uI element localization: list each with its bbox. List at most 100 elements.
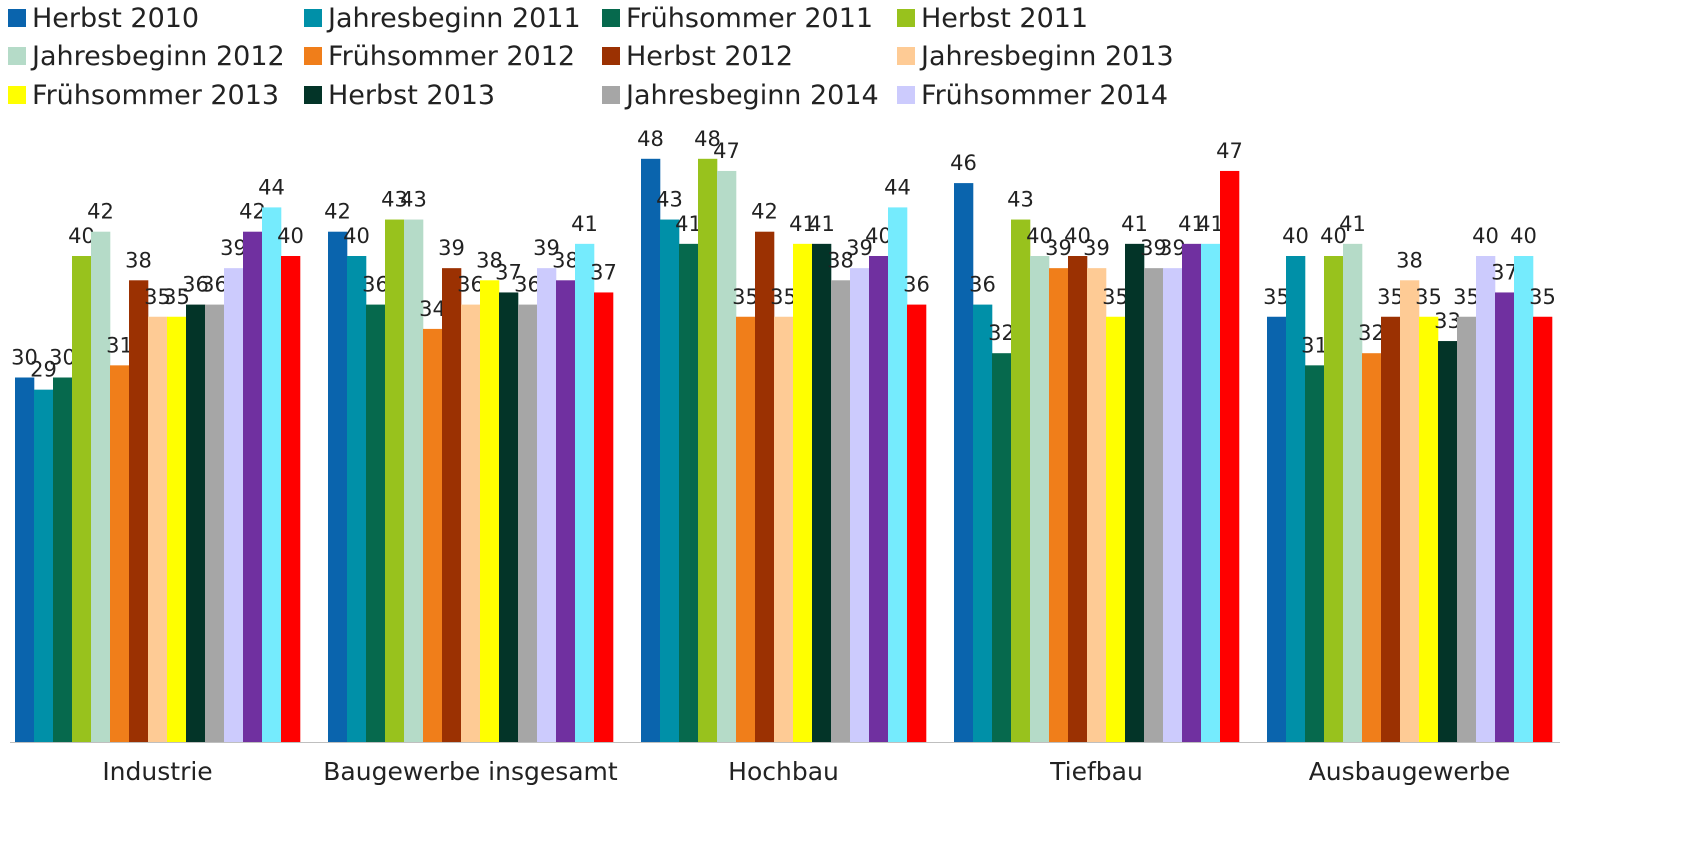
bar <box>774 316 794 742</box>
legend-swatch <box>8 9 26 27</box>
data-label: 36 <box>457 273 484 297</box>
data-label: 39 <box>1159 236 1186 260</box>
data-label: 30 <box>49 346 76 370</box>
data-label: 35 <box>163 285 190 309</box>
bar <box>1457 316 1477 742</box>
bar <box>1087 268 1107 742</box>
bar <box>1419 316 1439 742</box>
data-label: 42 <box>324 200 351 224</box>
bar <box>1305 365 1325 742</box>
data-label: 37 <box>1491 260 1518 284</box>
plot-area: 302930404231383535363639424440Industrie4… <box>11 127 1556 786</box>
data-label: 35 <box>1102 285 1129 309</box>
bar <box>404 219 424 743</box>
bar <box>1144 268 1164 742</box>
category-label: Baugewerbe insgesamt <box>323 757 618 786</box>
bar <box>224 268 244 742</box>
bar <box>148 316 168 742</box>
data-label: 40 <box>865 224 892 248</box>
bar <box>186 304 206 742</box>
bar <box>385 219 405 743</box>
data-label: 39 <box>1140 236 1167 260</box>
bar <box>698 158 718 743</box>
legend-item: Frühsommer 2011 <box>602 3 873 34</box>
data-label: 41 <box>1178 212 1205 236</box>
bar <box>1438 341 1458 742</box>
bar <box>1163 268 1183 742</box>
data-label: 40 <box>1320 224 1347 248</box>
bar <box>1030 256 1050 742</box>
data-label: 37 <box>495 260 522 284</box>
bar <box>262 207 282 742</box>
data-label: 42 <box>87 200 114 224</box>
bar <box>34 389 54 742</box>
data-label: 35 <box>1377 285 1404 309</box>
legend-swatch <box>602 47 620 65</box>
bar <box>755 231 775 742</box>
data-label: 38 <box>476 248 503 272</box>
bar <box>1400 280 1420 742</box>
bar <box>1476 256 1496 742</box>
bar <box>480 280 500 742</box>
data-label: 39 <box>846 236 873 260</box>
legend: Herbst 2010 Jahresbeginn 2011 Frühsommer 2… <box>8 3 1174 111</box>
data-label: 35 <box>1529 285 1556 309</box>
bar <box>1514 256 1534 742</box>
bar <box>110 365 130 742</box>
bar <box>907 304 927 742</box>
bar <box>717 170 737 742</box>
bar <box>1011 219 1031 743</box>
data-label: 47 <box>713 139 740 163</box>
data-label: 39 <box>533 236 560 260</box>
data-label: 40 <box>1282 224 1309 248</box>
data-label: 35 <box>1415 285 1442 309</box>
bar <box>1267 316 1287 742</box>
data-label: 36 <box>201 273 228 297</box>
bar <box>537 268 557 742</box>
data-label: 43 <box>381 188 408 212</box>
bar <box>423 328 443 742</box>
data-label: 35 <box>144 285 171 309</box>
data-label: 36 <box>969 273 996 297</box>
legend-item: Herbst 2010 <box>8 3 199 34</box>
bar <box>243 231 263 742</box>
legend-label: Frühsommer 2013 <box>32 80 279 111</box>
bar <box>442 268 462 742</box>
bar <box>1049 268 1069 742</box>
data-label: 36 <box>362 273 389 297</box>
data-label: 35 <box>770 285 797 309</box>
data-label: 39 <box>438 236 465 260</box>
data-label: 40 <box>1026 224 1053 248</box>
legend-swatch <box>897 9 915 27</box>
legend-swatch <box>8 86 26 104</box>
legend-item: Frühsommer 2012 <box>304 41 575 72</box>
bar <box>1201 243 1221 742</box>
data-label: 41 <box>571 212 598 236</box>
legend-label: Frühsommer 2011 <box>626 3 873 34</box>
bar <box>167 316 187 742</box>
legend-swatch <box>304 9 322 27</box>
bar <box>679 243 699 742</box>
legend-swatch <box>304 47 322 65</box>
data-label: 32 <box>1358 321 1385 345</box>
data-label: 36 <box>903 273 930 297</box>
data-label: 38 <box>827 248 854 272</box>
legend-label: Jahresbeginn 2013 <box>919 41 1174 72</box>
legend-swatch <box>602 9 620 27</box>
bar <box>499 292 519 742</box>
legend-item: Jahresbeginn 2014 <box>602 80 879 111</box>
data-label: 41 <box>1197 212 1224 236</box>
bar <box>1343 243 1363 742</box>
legend-item: Frühsommer 2014 <box>897 80 1168 111</box>
legend-label: Herbst 2012 <box>626 41 793 72</box>
data-label: 31 <box>1301 333 1328 357</box>
category-label: Ausbaugewerbe <box>1309 757 1511 786</box>
data-label: 37 <box>590 260 617 284</box>
bar <box>129 280 149 742</box>
bar <box>660 219 680 743</box>
legend-item: Jahresbeginn 2011 <box>304 3 581 34</box>
bar <box>992 353 1012 742</box>
